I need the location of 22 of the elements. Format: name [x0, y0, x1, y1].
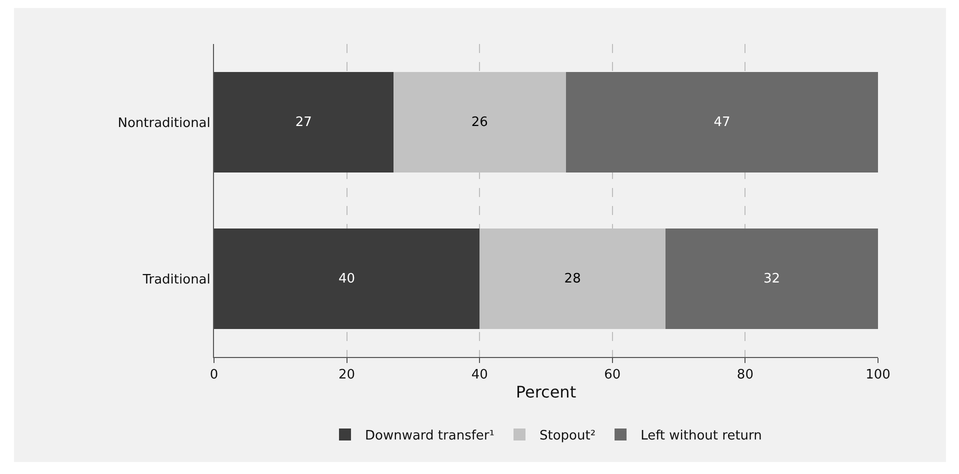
- data-label: 47: [714, 114, 730, 130]
- legend-label: Downward transfer¹: [365, 428, 494, 444]
- data-label: 32: [763, 271, 780, 286]
- y-tick-label: Nontraditional: [118, 116, 210, 131]
- bar: [566, 72, 878, 172]
- x-tick-label: 100: [866, 368, 890, 383]
- x-tick-label: 20: [338, 368, 356, 383]
- bar: [214, 228, 480, 329]
- x-tick-label: 60: [604, 368, 621, 383]
- data-label: 28: [564, 271, 581, 286]
- bar: [214, 72, 394, 172]
- data-label: 26: [471, 114, 488, 130]
- y-tick-label: Traditional: [142, 272, 210, 288]
- bar: [666, 228, 878, 329]
- legend-label: Left without return: [640, 428, 762, 444]
- data-label: 27: [295, 114, 312, 130]
- legend-label: Stopout²: [540, 428, 596, 444]
- data-label: 40: [338, 271, 356, 286]
- x-axis-title: Percent: [516, 382, 576, 402]
- x-tick-label: 80: [736, 368, 754, 383]
- x-tick-label: 0: [210, 368, 218, 383]
- x-tick-label: 40: [471, 368, 488, 383]
